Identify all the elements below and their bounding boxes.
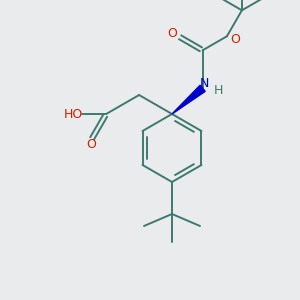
Text: O: O <box>86 139 96 152</box>
Text: O: O <box>167 27 177 40</box>
Text: N: N <box>200 77 209 90</box>
Text: H: H <box>214 84 223 97</box>
Text: HO: HO <box>64 107 83 121</box>
Text: O: O <box>230 33 240 46</box>
Polygon shape <box>172 85 205 114</box>
